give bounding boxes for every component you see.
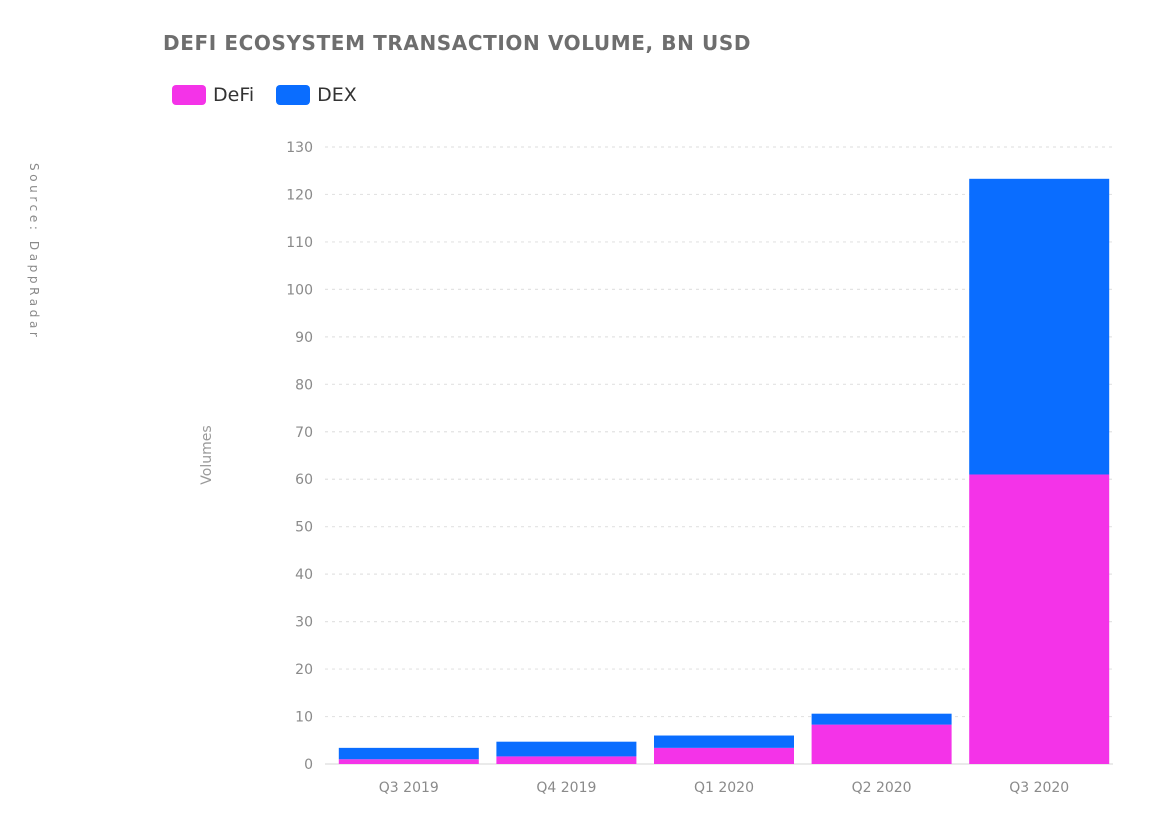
y-axis-ticks: 0 10 20 30 40 50 60 70 80 90 100 110 120 130 [286,140,313,773]
bar-defi-q3-2019[interactable] [338,759,479,764]
y-tick-label: 30 [295,615,313,631]
y-tick-label: 60 [295,472,313,488]
legend-label-defi: DeFi [213,84,255,106]
y-tick-label: 80 [295,377,313,393]
bar-defi-q2-2020[interactable] [811,724,952,764]
y-tick-label: 70 [295,425,313,441]
bar-dex-q4-2019[interactable] [496,741,637,757]
legend-item-dex[interactable]: DEX [276,84,357,106]
x-tick-label: Q3 2020 [1009,780,1069,796]
legend: DeFi DEX [172,84,379,106]
bar-defi-q4-2019[interactable] [496,756,637,764]
y-tick-label: 0 [304,757,313,773]
x-tick-label: Q4 2019 [536,780,596,796]
legend-label-dex: DEX [317,84,357,106]
bars [338,178,1110,764]
legend-swatch-defi [172,85,206,105]
y-axis-label: Volumes [199,425,215,484]
y-tick-label: 40 [295,567,313,583]
chart-title: DEFI ECOSYSTEM TRANSACTION VOLUME, BN US… [163,31,752,55]
y-tick-label: 110 [286,235,313,251]
x-tick-label: Q3 2019 [379,780,439,796]
y-tick-label: 90 [295,330,313,346]
bar-dex-q1-2020[interactable] [654,735,794,748]
y-tick-label: 100 [286,282,313,298]
bar-defi-q3-2020[interactable] [969,474,1110,764]
bar-dex-q3-2020[interactable] [969,178,1110,475]
y-tick-label: 10 [295,710,313,726]
bar-dex-q2-2020[interactable] [811,713,952,725]
source-note: Source: DappRadar [27,163,41,341]
x-tick-label: Q2 2020 [852,780,912,796]
legend-item-defi[interactable]: DeFi [172,84,254,106]
y-tick-label: 20 [295,662,313,678]
bar-dex-q3-2019[interactable] [338,747,479,760]
y-tick-label: 130 [286,140,313,156]
x-tick-label: Q1 2020 [694,780,754,796]
x-axis-ticks: Q3 2019 Q4 2019 Q1 2020 Q2 2020 Q3 2020 [379,780,1069,796]
bar-defi-q1-2020[interactable] [654,747,794,764]
y-tick-label: 120 [286,187,313,203]
y-tick-label: 50 [295,520,313,536]
legend-swatch-dex [276,85,311,105]
